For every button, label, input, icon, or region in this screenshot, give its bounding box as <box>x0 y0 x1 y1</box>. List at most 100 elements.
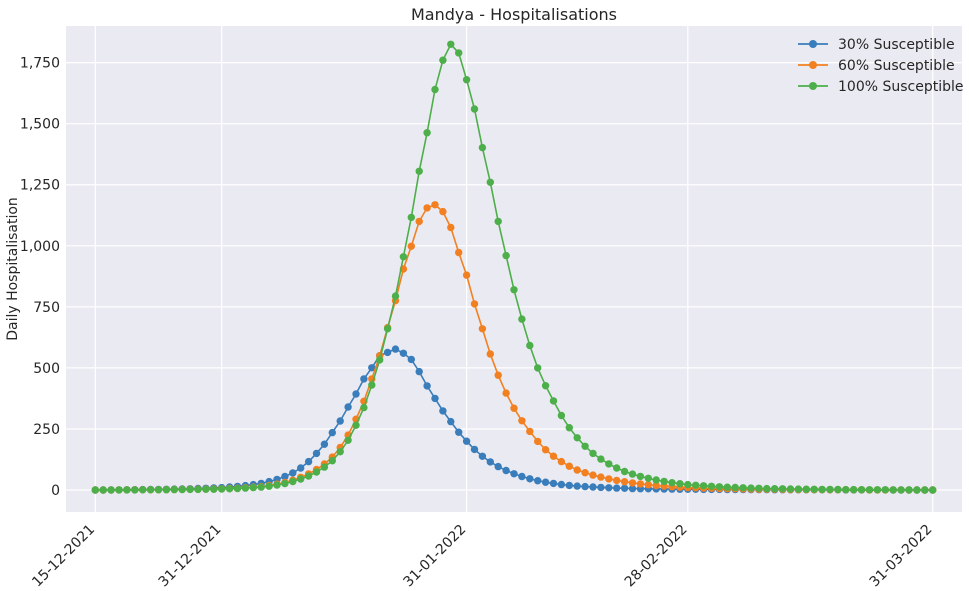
data-point <box>297 475 305 483</box>
data-point <box>344 436 352 444</box>
data-point <box>778 485 787 493</box>
x-tick-label: 28-02-2022 <box>622 522 691 591</box>
data-point <box>660 477 668 486</box>
data-point <box>304 472 313 480</box>
data-point <box>573 434 581 442</box>
data-point <box>676 480 684 488</box>
data-point <box>320 440 329 448</box>
data-point <box>154 486 163 494</box>
data-point <box>470 300 479 308</box>
y-tick-label: 750 <box>33 300 60 316</box>
data-point <box>873 486 882 494</box>
data-point <box>526 427 534 436</box>
legend-label: 30% Susceptible <box>838 37 955 53</box>
data-point <box>518 472 526 481</box>
y-tick-label: 1,000 <box>20 239 60 255</box>
x-tick-label: 31-01-2022 <box>401 522 470 591</box>
x-tick-label: 31-03-2022 <box>867 522 936 591</box>
y-tick-label: 1,250 <box>20 178 60 194</box>
data-point <box>581 469 589 477</box>
data-point <box>541 446 550 454</box>
data-point <box>162 486 171 494</box>
data-point <box>850 485 858 494</box>
data-point <box>383 325 392 333</box>
data-point <box>478 452 487 460</box>
data-point <box>620 478 629 486</box>
data-point <box>786 485 795 493</box>
data-point <box>818 485 826 494</box>
data-point <box>557 480 566 489</box>
data-point <box>652 476 660 484</box>
data-point <box>478 325 487 333</box>
data-point <box>889 486 897 494</box>
data-point <box>399 253 408 261</box>
data-point <box>763 484 771 493</box>
data-point <box>802 485 810 493</box>
data-point <box>91 486 100 494</box>
data-point <box>462 271 471 279</box>
data-point <box>265 482 273 490</box>
data-point <box>565 424 573 432</box>
data-point <box>249 483 257 492</box>
data-point <box>565 462 573 470</box>
grid-lines <box>66 26 962 512</box>
data-point <box>857 486 866 494</box>
data-point <box>399 349 408 357</box>
data-point <box>573 482 581 490</box>
data-point <box>470 445 479 454</box>
data-point <box>628 479 637 487</box>
data-point <box>281 472 289 481</box>
data-point <box>462 76 471 84</box>
data-point <box>455 49 463 57</box>
data-point <box>423 204 431 212</box>
data-point <box>225 485 234 493</box>
data-point <box>510 470 518 478</box>
y-tick-label: 1,750 <box>20 56 60 72</box>
data-point <box>755 484 763 492</box>
data-point <box>360 403 368 412</box>
data-point <box>644 481 652 489</box>
data-point <box>289 469 297 477</box>
data-point <box>233 484 242 493</box>
data-point <box>549 452 558 460</box>
data-point <box>565 481 573 490</box>
data-point <box>486 178 494 186</box>
data-point <box>289 477 297 486</box>
data-point <box>376 356 384 364</box>
data-point <box>684 480 692 489</box>
data-point <box>715 483 724 491</box>
data-point <box>439 56 447 64</box>
data-point <box>407 242 415 250</box>
data-point <box>605 484 613 492</box>
data-point <box>336 417 344 425</box>
data-point <box>494 217 502 226</box>
data-point <box>336 448 344 456</box>
data-point <box>534 437 542 446</box>
data-point <box>628 470 637 478</box>
data-point <box>502 251 510 260</box>
data-point <box>312 449 321 458</box>
data-point <box>297 464 305 472</box>
data-point <box>107 486 115 494</box>
data-point <box>723 483 731 491</box>
data-point <box>455 428 463 436</box>
data-point <box>597 473 605 481</box>
data-point <box>194 485 202 494</box>
data-point <box>613 484 621 492</box>
data-point <box>913 486 921 494</box>
data-point <box>881 486 889 494</box>
data-point <box>510 286 518 294</box>
data-point <box>557 411 566 420</box>
data-point <box>360 375 368 383</box>
data-point <box>273 481 281 489</box>
legend-marker <box>809 61 817 69</box>
legend-label: 60% Susceptible <box>838 58 955 74</box>
data-point <box>139 486 147 494</box>
data-point <box>447 223 455 232</box>
data-point <box>455 248 463 257</box>
data-point <box>439 407 447 415</box>
data-point <box>241 484 250 492</box>
data-point <box>257 483 265 491</box>
data-point <box>549 479 558 488</box>
